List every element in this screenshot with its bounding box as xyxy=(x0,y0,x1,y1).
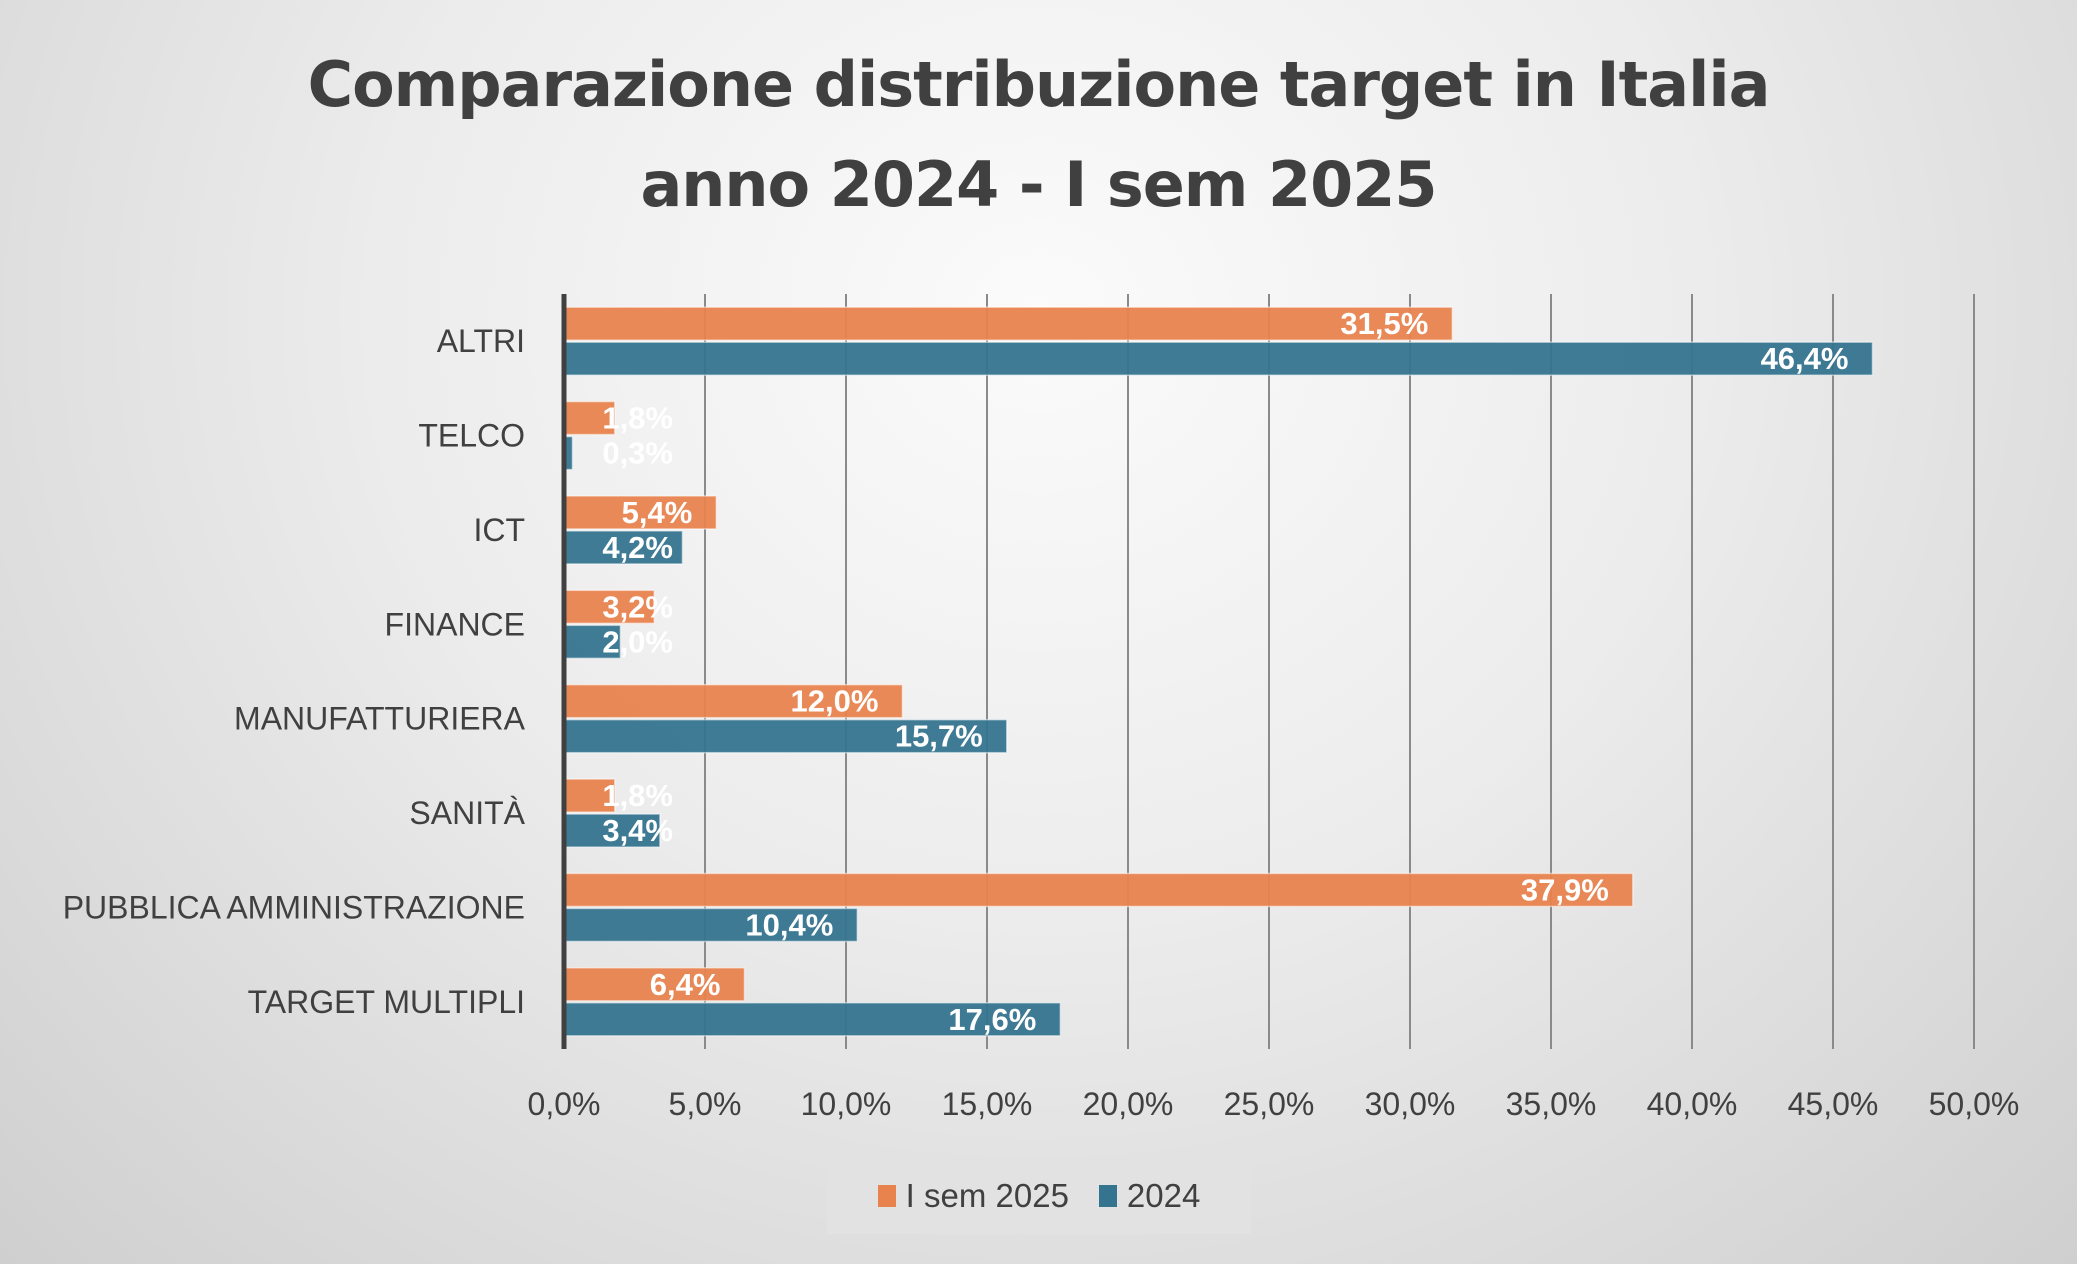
data-label: 17,6% xyxy=(948,1002,1036,1037)
data-label: 12,0% xyxy=(790,684,878,719)
x-tick-label: 25,0% xyxy=(1224,1086,1315,1122)
bar-i-sem-2025 xyxy=(563,589,655,625)
data-label: 15,7% xyxy=(895,719,983,754)
data-label: 4,2% xyxy=(602,530,673,565)
data-label: 46,4% xyxy=(1761,341,1849,376)
data-label: 5,4% xyxy=(622,495,693,530)
x-tick-label: 30,0% xyxy=(1365,1086,1456,1122)
data-label: 1,8% xyxy=(602,401,673,436)
chart-title-line-2: anno 2024 - I sem 2025 xyxy=(640,148,1437,221)
legend-swatch xyxy=(1098,1184,1117,1207)
legend-swatch xyxy=(877,1184,896,1207)
category-label: TELCO xyxy=(418,418,525,454)
x-tick-label: 20,0% xyxy=(1083,1086,1174,1122)
data-label: 0,3% xyxy=(602,436,673,471)
bar-i-sem-2025 xyxy=(563,778,616,813)
category-label: MANUFATTURIERA xyxy=(234,701,526,737)
x-tick-label: 35,0% xyxy=(1506,1086,1597,1122)
data-label: 31,5% xyxy=(1340,306,1428,341)
x-tick-label: 15,0% xyxy=(942,1086,1033,1122)
category-label: ICT xyxy=(473,512,525,548)
x-tick-label: 50,0% xyxy=(1929,1086,2020,1122)
bar-i-sem-2025 xyxy=(563,400,616,436)
bar-2024 xyxy=(563,1002,1062,1037)
legend-label: I sem 2025 xyxy=(905,1176,1069,1214)
category-label: TARGET MULTIPLI xyxy=(248,984,525,1020)
bar-2024 xyxy=(563,813,661,848)
bar-2024 xyxy=(563,907,859,943)
x-tick-label: 5,0% xyxy=(669,1086,742,1122)
data-label: 3,4% xyxy=(602,813,673,848)
category-label: PUBBLICA AMMINISTRAZIONE xyxy=(63,889,525,925)
data-label: 1,8% xyxy=(602,778,673,813)
category-label: ALTRI xyxy=(437,323,525,359)
bar-2024 xyxy=(563,530,684,565)
bar-i-sem-2025 xyxy=(563,306,1454,341)
legend-label: 2024 xyxy=(1126,1176,1201,1214)
category-label: SANITÀ xyxy=(409,795,525,831)
bar-2024 xyxy=(563,624,622,660)
bar-i-sem-2025 xyxy=(563,495,718,530)
data-label: 37,9% xyxy=(1521,872,1609,907)
data-label: 2,0% xyxy=(602,624,673,659)
data-label: 3,2% xyxy=(602,589,673,624)
legend-item-series-1: I sem 2025 xyxy=(877,1176,1069,1215)
x-tick-label: 10,0% xyxy=(801,1086,892,1122)
legend: I sem 2025 2024 xyxy=(827,1157,1251,1234)
bar-2024 xyxy=(563,341,1874,376)
x-tick-label: 0,0% xyxy=(528,1086,601,1122)
x-tick-label: 45,0% xyxy=(1788,1086,1879,1122)
bar-i-sem-2025 xyxy=(563,683,904,719)
chart-title-line-1: Comparazione distribuzione target in Ita… xyxy=(307,48,1771,121)
legend-item-series-2: 2024 xyxy=(1098,1176,1201,1215)
data-label: 10,4% xyxy=(745,907,833,942)
bar-i-sem-2025 xyxy=(563,872,1634,908)
x-tick-label: 40,0% xyxy=(1647,1086,1738,1122)
category-label: FINANCE xyxy=(385,606,525,642)
data-label: 6,4% xyxy=(650,967,721,1002)
